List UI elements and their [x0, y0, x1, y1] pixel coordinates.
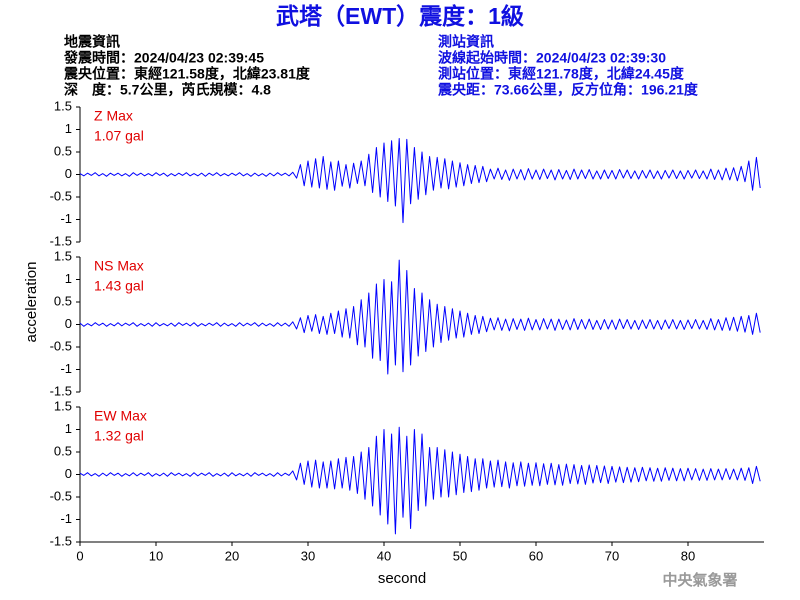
- waveform: [79, 426, 761, 535]
- y-tick-label: 1: [65, 121, 72, 136]
- x-tick-label: 10: [149, 548, 163, 563]
- y-tick-label: -0.5: [50, 188, 72, 203]
- waveform: [79, 138, 761, 224]
- x-tick-label: 80: [681, 548, 695, 563]
- max-label: 1.32 gal: [94, 428, 144, 444]
- y-tick-label: 1.5: [54, 98, 72, 113]
- x-tick-label: 70: [605, 548, 619, 563]
- x-tick-label: 30: [301, 548, 315, 563]
- x-axis-label: second: [378, 570, 426, 587]
- event-info: 震央位置：東經121.58度，北緯23.81度: [63, 66, 311, 82]
- y-tick-label: -1: [60, 211, 72, 226]
- station-info: 測站位置：東經121.78度，北緯24.45度: [438, 66, 685, 82]
- y-tick-label: 1.5: [54, 248, 72, 263]
- x-tick-label: 0: [76, 548, 83, 563]
- chart-title: 武塔（EWT）震度：1級: [276, 3, 524, 29]
- y-axis-label: acceleration: [23, 262, 40, 343]
- max-label: 1.43 gal: [94, 278, 144, 294]
- y-tick-label: 1.5: [54, 398, 72, 413]
- x-tick-label: 50: [453, 548, 467, 563]
- y-tick-label: 1: [65, 271, 72, 286]
- station-info: 波線起始時間：2024/04/23 02:39:30: [438, 50, 666, 66]
- max-label: 1.07 gal: [94, 128, 144, 144]
- y-tick-label: 1: [65, 421, 72, 436]
- y-tick-label: -1.5: [50, 233, 72, 248]
- component-label: EW Max: [94, 408, 147, 424]
- waveform: [79, 259, 761, 375]
- event-info: 深 度：5.7公里，芮氏規模：4.8: [64, 82, 271, 98]
- y-tick-label: -1.5: [50, 533, 72, 548]
- y-tick-label: 0.5: [54, 293, 72, 308]
- y-tick-label: 0.5: [54, 143, 72, 158]
- y-tick-label: 0: [65, 466, 72, 481]
- x-tick-label: 60: [529, 548, 543, 563]
- footer: 中央氣象署: [662, 571, 737, 589]
- x-tick-label: 40: [377, 548, 391, 563]
- y-tick-label: 0.5: [54, 443, 72, 458]
- y-tick-label: 0: [65, 166, 72, 181]
- station-info: 測站資訊: [438, 34, 494, 50]
- y-tick-label: -1: [60, 511, 72, 526]
- component-label: NS Max: [94, 258, 144, 274]
- x-tick-label: 20: [225, 548, 239, 563]
- event-info: 地震資訊: [64, 34, 120, 50]
- y-tick-label: -1.5: [50, 383, 72, 398]
- y-tick-label: -0.5: [50, 488, 72, 503]
- y-tick-label: -0.5: [50, 338, 72, 353]
- station-info: 震央距：73.66公里，反方位角：196.21度: [437, 82, 699, 98]
- y-tick-label: 0: [65, 316, 72, 331]
- component-label: Z Max: [94, 108, 133, 124]
- y-tick-label: -1: [60, 361, 72, 376]
- event-info: 發震時間：2024/04/23 02:39:45: [63, 50, 264, 66]
